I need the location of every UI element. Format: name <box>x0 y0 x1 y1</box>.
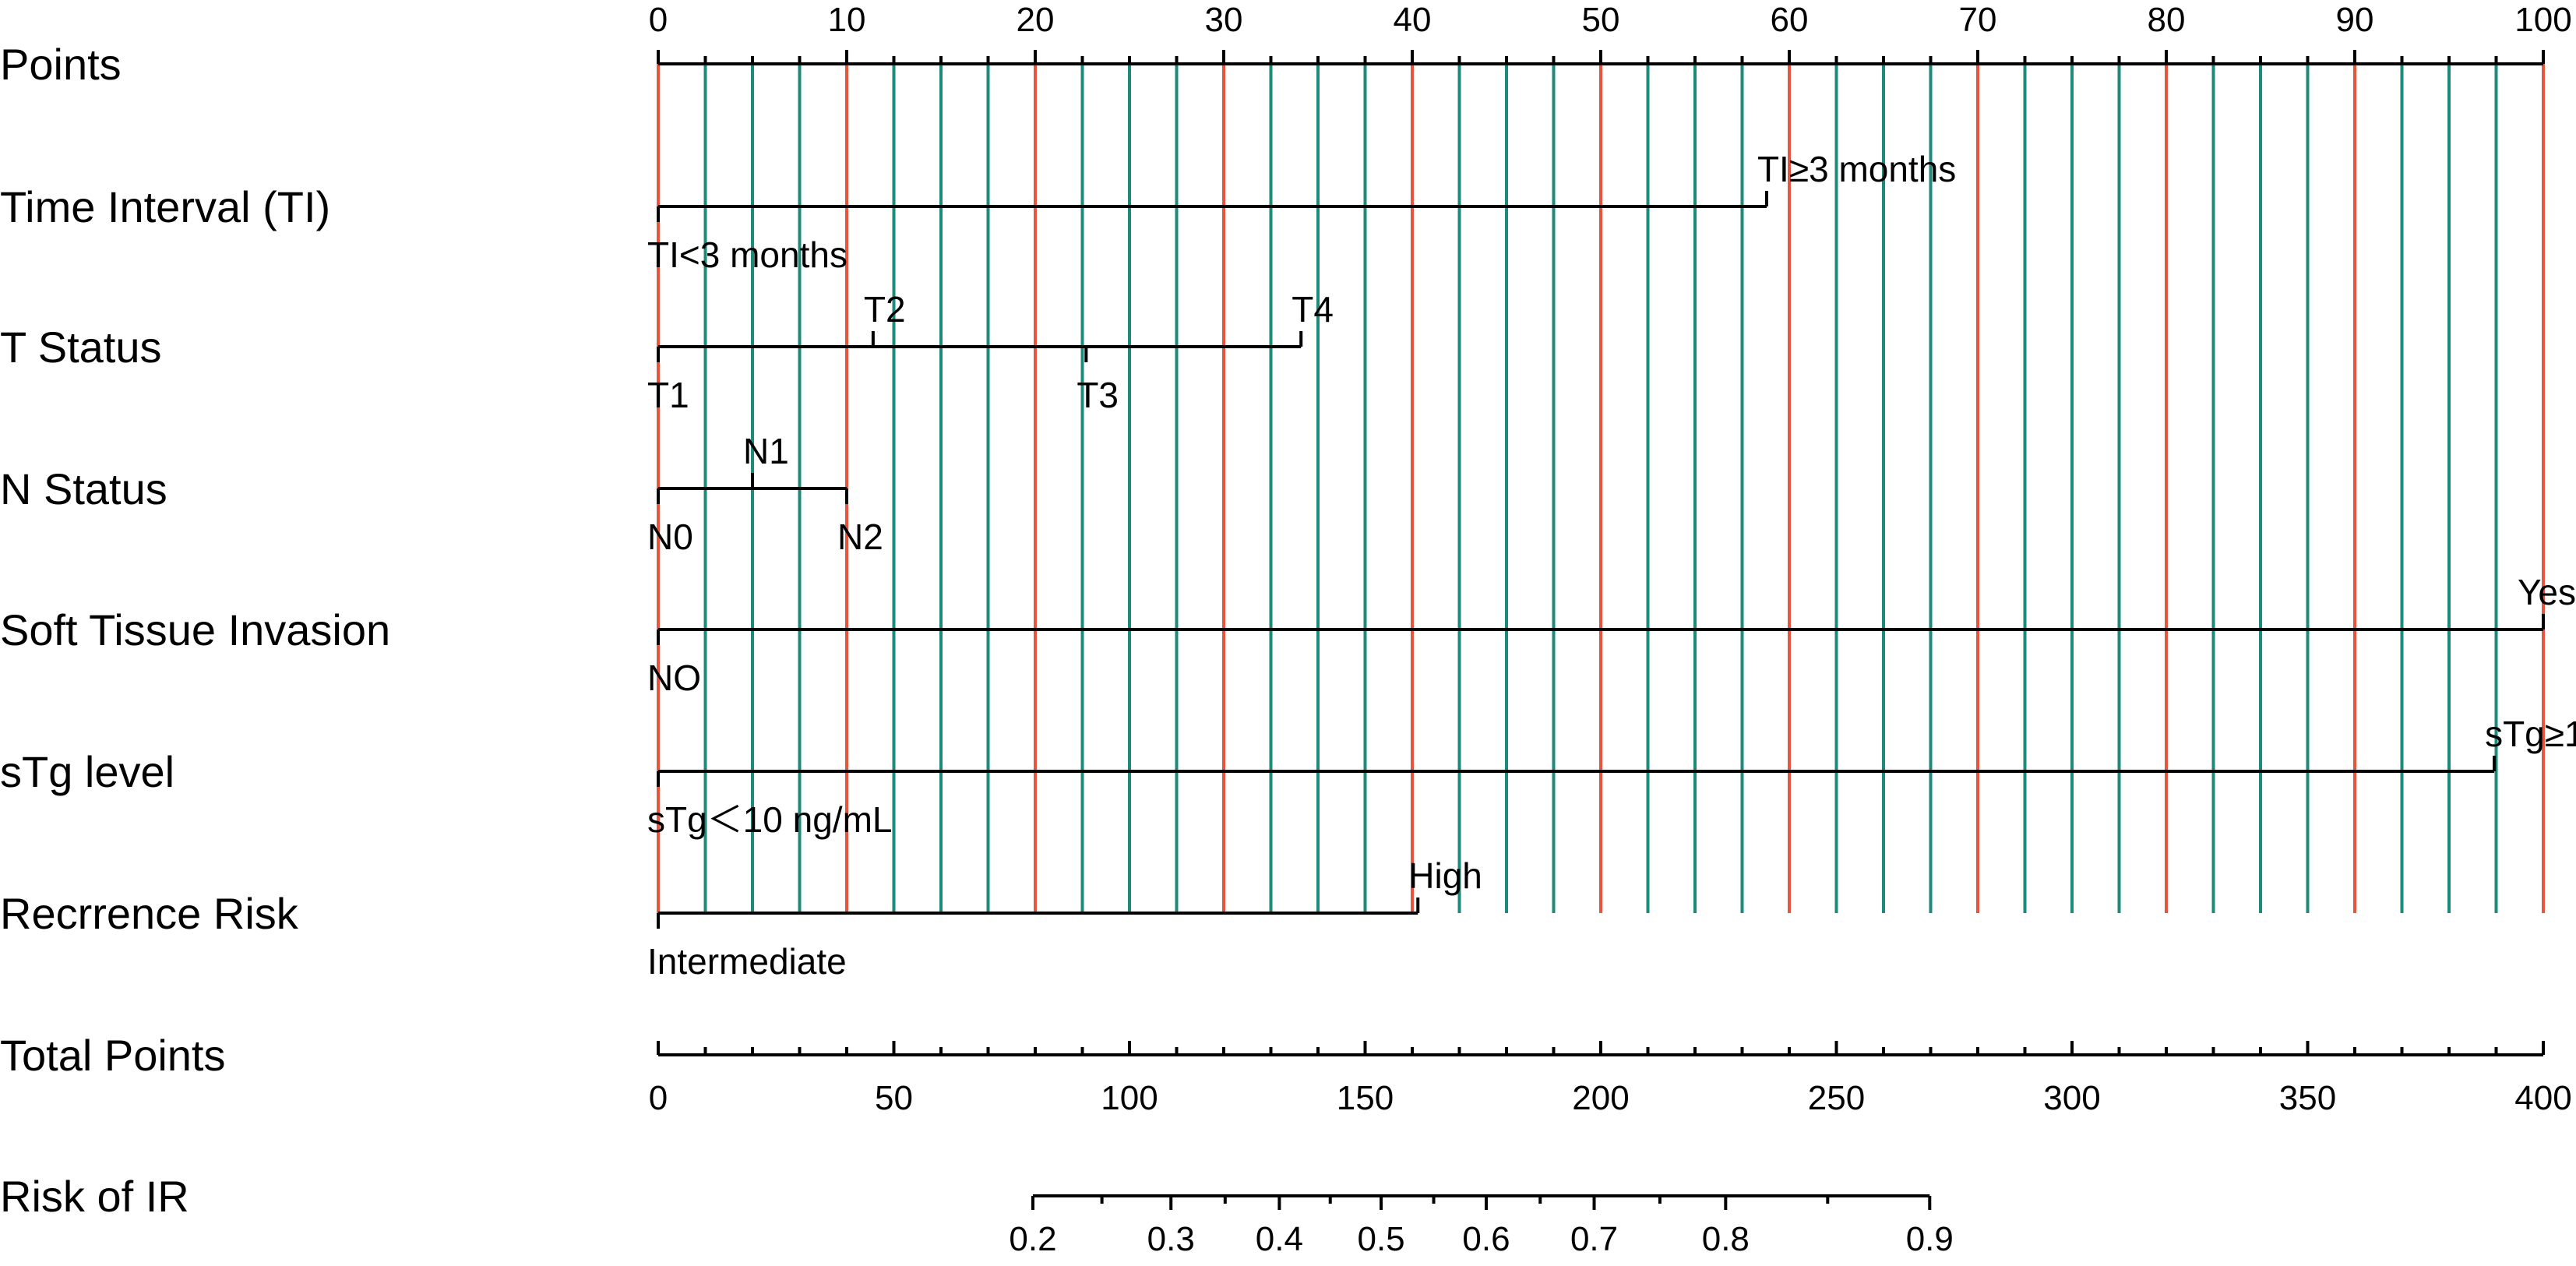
points-tick-label: 0 <box>649 1 668 39</box>
total-tick-label: 100 <box>1101 1079 1158 1117</box>
level-label: sTg≥10 ng/mL <box>2485 714 2576 754</box>
level-label: T1 <box>647 375 689 415</box>
level-label: Yes <box>2518 572 2576 612</box>
level-label: T4 <box>1292 289 1334 330</box>
points-tick-label: 30 <box>1205 1 1243 39</box>
row-label-variable: Time Interval (TI) <box>0 182 330 231</box>
row-label-points: Points <box>0 40 122 89</box>
level-label: High <box>1408 855 1482 896</box>
row-label-variable: N Status <box>0 464 167 513</box>
level-label: T2 <box>864 289 906 330</box>
row-labels: Points Time Interval (TI) T Status N Status… <box>0 40 390 1221</box>
risk-tick-label: 0.8 <box>1702 1220 1750 1258</box>
risk-tick-label: 0.7 <box>1570 1220 1618 1258</box>
total-tick-label: 350 <box>2279 1079 2336 1117</box>
points-tick-label: 70 <box>1959 1 1997 39</box>
risk-tick-label: 0.6 <box>1462 1220 1510 1258</box>
row-label-variable: Recrrence Risk <box>0 889 299 938</box>
points-tick-label: 60 <box>1771 1 1809 39</box>
points-tick-label: 100 <box>2514 1 2571 39</box>
total-tick-label: 250 <box>1808 1079 1865 1117</box>
risk-tick-label: 0.3 <box>1147 1220 1195 1258</box>
total-tick-label: 50 <box>875 1079 913 1117</box>
level-label: Intermediate <box>647 941 847 982</box>
level-label: T3 <box>1077 375 1119 415</box>
level-label: N2 <box>837 517 883 557</box>
scales: 0 10 20 30 40 50 60 70 80 90 100 TI<3 months TI≥3 mo… <box>647 1 2576 1258</box>
row-label-variable: Soft Tissue Invasion <box>0 605 390 654</box>
total-tick-label: 150 <box>1337 1079 1394 1117</box>
points-tick-label: 10 <box>828 1 866 39</box>
points-tick-label: 20 <box>1017 1 1055 39</box>
level-label: TI≥3 months <box>1757 149 1956 189</box>
row-label-variable: sTg level <box>0 747 174 796</box>
row-label-risk: Risk of IR <box>0 1172 189 1221</box>
total-tick-label: 0 <box>649 1079 668 1117</box>
total-tick-label: 400 <box>2514 1079 2571 1117</box>
level-label: N0 <box>647 517 693 557</box>
risk-tick-label: 0.9 <box>1906 1220 1954 1258</box>
points-tick-label: 90 <box>2336 1 2374 39</box>
risk-tick-label: 0.4 <box>1256 1220 1303 1258</box>
points-tick-label: 50 <box>1582 1 1620 39</box>
points-tick-label: 80 <box>2148 1 2186 39</box>
gridlines <box>657 64 2545 913</box>
level-label: N1 <box>743 431 789 471</box>
row-label-total-points: Total Points <box>0 1031 226 1080</box>
total-tick-label: 200 <box>1572 1079 1629 1117</box>
level-label: sTg＜10 ng/mL <box>647 799 892 840</box>
total-tick-label: 300 <box>2043 1079 2100 1117</box>
level-label: NO <box>647 658 701 698</box>
level-label: TI<3 months <box>647 235 848 275</box>
risk-tick-label: 0.5 <box>1357 1220 1404 1258</box>
points-tick-label: 40 <box>1394 1 1432 39</box>
risk-tick-label: 0.2 <box>1009 1220 1056 1258</box>
row-label-variable: T Status <box>0 323 162 372</box>
